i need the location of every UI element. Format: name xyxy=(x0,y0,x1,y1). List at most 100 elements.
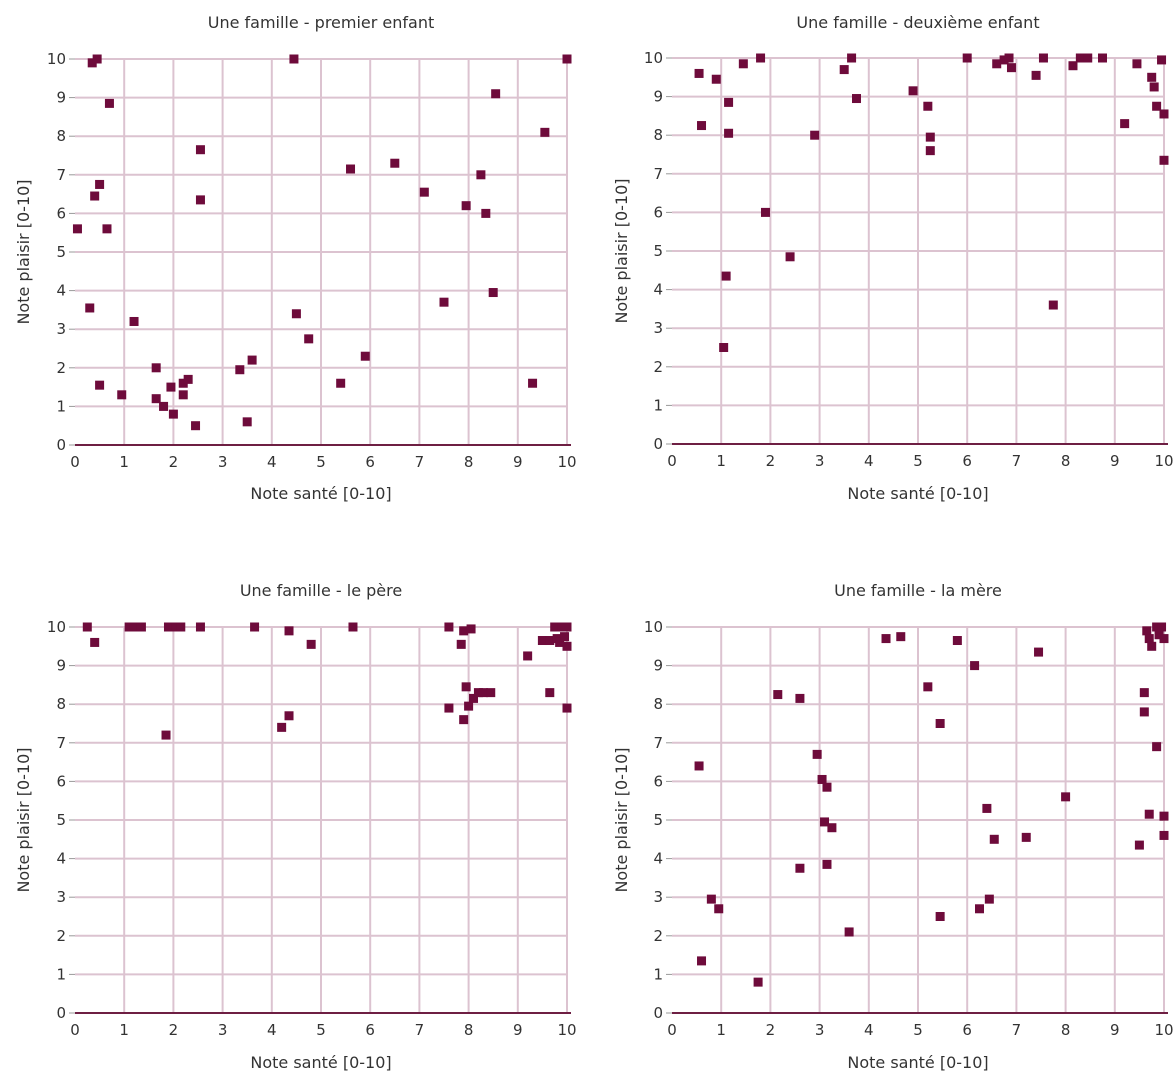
y-tick-label: 7 xyxy=(653,734,663,752)
x-tick-label: 10 xyxy=(557,453,576,471)
y-tick-label: 10 xyxy=(644,618,663,636)
data-point xyxy=(1142,626,1151,635)
data-point xyxy=(795,694,804,703)
x-tick-label: 4 xyxy=(267,1021,277,1039)
x-tick-label: 5 xyxy=(913,1021,923,1039)
x-tick-label: 10 xyxy=(1154,452,1173,470)
data-point xyxy=(813,750,822,759)
data-point xyxy=(923,102,932,111)
data-point xyxy=(756,54,765,63)
data-point xyxy=(83,623,92,632)
chart-title: Une famille - deuxième enfant xyxy=(796,13,1039,32)
data-point xyxy=(697,956,706,965)
data-point xyxy=(923,682,932,691)
x-axis-label: Note santé [0-10] xyxy=(250,1053,391,1072)
data-point xyxy=(528,379,537,388)
data-point xyxy=(909,86,918,95)
data-point xyxy=(1098,54,1107,63)
x-tick-label: 10 xyxy=(1154,1021,1173,1039)
data-point xyxy=(795,864,804,873)
data-point xyxy=(191,421,200,430)
panel-le-pere: Une famille - le père0123456789100 1 2 3 4 5 6… xyxy=(14,581,577,1072)
x-axis-label: Note santé [0-10] xyxy=(847,1053,988,1072)
y-tick-label: 1 xyxy=(653,396,663,414)
data-point xyxy=(1145,634,1154,643)
x-axis-label: Note santé [0-10] xyxy=(847,484,988,503)
data-point xyxy=(1140,688,1149,697)
data-point xyxy=(105,99,114,108)
x-tick-label: 0 xyxy=(70,453,80,471)
x-tick-label: 1 xyxy=(716,452,726,470)
data-point xyxy=(1147,73,1156,82)
x-tick-label: 8 xyxy=(464,453,474,471)
x-tick-label: 8 xyxy=(1061,1021,1071,1039)
x-tick-label: 3 xyxy=(218,1021,228,1039)
x-tick-label: 3 xyxy=(815,452,825,470)
data-point xyxy=(560,632,569,641)
data-point xyxy=(176,623,185,632)
data-point xyxy=(773,690,782,699)
data-point xyxy=(95,381,104,390)
x-tick-label: 7 xyxy=(1012,1021,1022,1039)
data-point xyxy=(196,195,205,204)
data-point xyxy=(1034,648,1043,657)
x-tick-label: 6 xyxy=(962,1021,972,1039)
y-tick-label: 7 xyxy=(653,165,663,183)
data-point xyxy=(1049,301,1058,310)
x-tick-label: 7 xyxy=(1012,452,1022,470)
y-tick-label: 6 xyxy=(56,772,66,790)
x-tick-label: 1 xyxy=(716,1021,726,1039)
x-tick-label: 3 xyxy=(218,453,228,471)
y-tick-label: 8 xyxy=(56,695,66,713)
data-point xyxy=(818,775,827,784)
y-tick-label: 10 xyxy=(644,49,663,67)
x-tick-label: 1 xyxy=(119,1021,129,1039)
data-point xyxy=(285,711,294,720)
x-tick-label: 9 xyxy=(513,453,523,471)
data-point xyxy=(289,55,298,64)
y-tick-label: 2 xyxy=(653,358,663,376)
data-point xyxy=(840,65,849,74)
data-point xyxy=(1160,812,1169,821)
data-point xyxy=(93,55,102,64)
y-tick-label: 1 xyxy=(653,965,663,983)
x-tick-label: 6 xyxy=(365,453,375,471)
data-point xyxy=(695,69,704,78)
data-point xyxy=(697,121,706,130)
y-tick-label: 9 xyxy=(56,657,66,675)
data-point xyxy=(1160,634,1169,643)
data-point xyxy=(936,912,945,921)
data-point xyxy=(1061,792,1070,801)
x-tick-label: 2 xyxy=(766,452,776,470)
data-point xyxy=(90,638,99,647)
x-tick-label: 5 xyxy=(316,453,326,471)
data-point xyxy=(936,719,945,728)
y-tick-label: 8 xyxy=(653,695,663,713)
y-axis-label: Note plaisir [0-10] xyxy=(612,178,631,323)
data-point xyxy=(563,55,572,64)
data-point xyxy=(1132,59,1141,68)
data-point xyxy=(545,688,554,697)
data-point xyxy=(1083,54,1092,63)
data-point xyxy=(152,363,161,372)
y-tick-label: 5 xyxy=(56,811,66,829)
y-tick-label: 9 xyxy=(653,88,663,106)
data-point xyxy=(179,390,188,399)
x-axis-label: Note santé [0-10] xyxy=(250,484,391,503)
y-tick-label: 3 xyxy=(653,319,663,337)
y-tick-label: 2 xyxy=(56,927,66,945)
data-point xyxy=(1022,833,1031,842)
x-tick-label: 9 xyxy=(1110,452,1120,470)
y-tick-label: 4 xyxy=(653,281,663,299)
y-tick-label: 7 xyxy=(56,166,66,184)
data-point xyxy=(1157,623,1166,632)
y-tick-label: 4 xyxy=(56,850,66,868)
x-tick-label: 8 xyxy=(464,1021,474,1039)
y-axis-label: Note plaisir [0-10] xyxy=(14,747,33,892)
panel-deuxieme-enfant: Une famille - deuxième enfant01234567891… xyxy=(612,13,1174,503)
data-point xyxy=(277,723,286,732)
x-tick-label: 6 xyxy=(365,1021,375,1039)
data-point xyxy=(982,804,991,813)
y-tick-label: 2 xyxy=(56,359,66,377)
